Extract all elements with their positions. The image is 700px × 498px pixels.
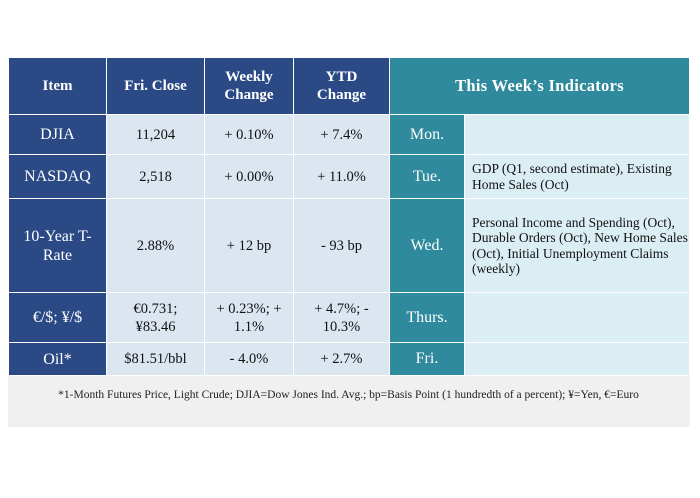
row-item: Oil* — [8, 342, 107, 376]
header-fri-close: Fri. Close — [106, 57, 205, 115]
row-ytd: + 2.7% — [293, 342, 390, 376]
row-close: $81.51/bbl — [106, 342, 205, 376]
row-ytd: - 93 bp — [293, 198, 390, 293]
header-indicators: This Week’s Indicators — [388, 57, 691, 115]
row-weekly: + 0.23%; + 1.1% — [204, 292, 294, 343]
row-item: NASDAQ — [8, 154, 107, 199]
row-ytd: + 4.7%; - 10.3% — [293, 292, 390, 343]
row-weekly: + 0.00% — [204, 154, 294, 199]
row-day: Fri. — [389, 342, 465, 376]
table-row: NASDAQ 2,518 + 0.00% + 11.0% Tue. GDP (Q… — [8, 154, 691, 199]
row-indicators — [463, 342, 691, 376]
row-day: Tue. — [389, 154, 465, 199]
row-indicators: GDP (Q1, second estimate), Existing Home… — [463, 154, 691, 199]
row-weekly: + 12 bp — [204, 198, 294, 293]
row-ytd: + 11.0% — [293, 154, 390, 199]
table-row: Oil* $81.51/bbl - 4.0% + 2.7% Fri. — [8, 342, 691, 376]
row-day: Thurs. — [389, 292, 465, 343]
row-item: €/$; ¥/$ — [8, 292, 107, 343]
table-row: €/$; ¥/$ €0.731; ¥83.46 + 0.23%; + 1.1% … — [8, 292, 691, 343]
row-indicators — [463, 292, 691, 343]
header-item: Item — [8, 57, 107, 115]
row-weekly: + 0.10% — [204, 114, 294, 155]
market-table: Item Fri. Close Weekly Change YTD Change T… — [8, 57, 691, 376]
row-close: 2.88% — [106, 198, 205, 293]
table-row: DJIA 11,204 + 0.10% + 7.4% Mon. — [8, 114, 691, 155]
row-day: Wed. — [389, 198, 465, 293]
row-item: 10-Year T-Rate — [8, 198, 107, 293]
header-ytd-change: YTD Change — [293, 57, 390, 115]
row-indicators — [463, 114, 691, 155]
market-summary-panel: Item Fri. Close Weekly Change YTD Change T… — [8, 57, 691, 427]
header-weekly-change: Weekly Change — [204, 57, 294, 115]
row-weekly: - 4.0% — [204, 342, 294, 376]
row-close: 11,204 — [106, 114, 205, 155]
row-day: Mon. — [389, 114, 465, 155]
row-indicators: Personal Income and Spending (Oct), Dura… — [463, 198, 691, 293]
row-ytd: + 7.4% — [293, 114, 390, 155]
header-row: Item Fri. Close Weekly Change YTD Change T… — [8, 57, 691, 115]
table-row: 10-Year T-Rate 2.88% + 12 bp - 93 bp Wed… — [8, 198, 691, 293]
row-close: €0.731; ¥83.46 — [106, 292, 205, 343]
row-item: DJIA — [8, 114, 107, 155]
footnote: *1-Month Futures Price, Light Crude; DJI… — [58, 389, 639, 401]
row-close: 2,518 — [106, 154, 205, 199]
